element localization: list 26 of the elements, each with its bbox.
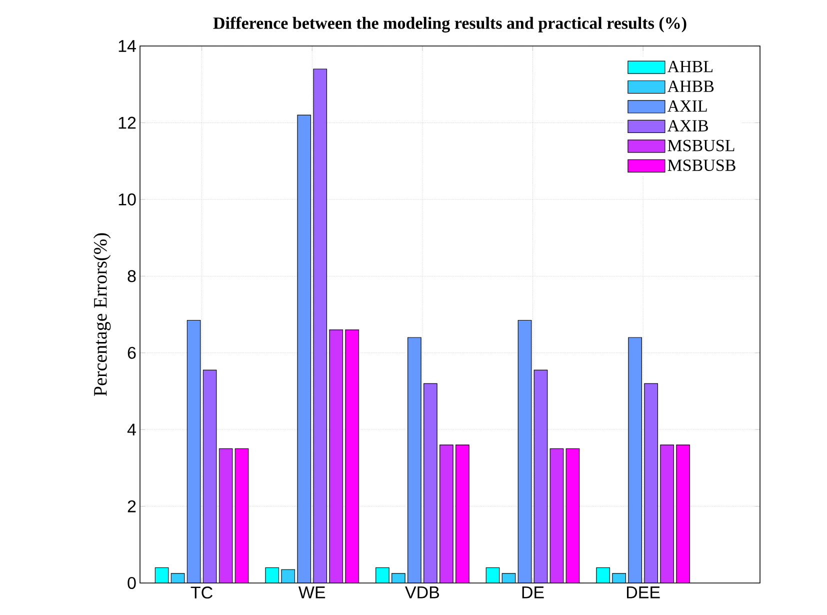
bar [345,330,360,583]
y-tick-label: 10 [118,193,136,206]
legend-label: AXIB [667,120,708,132]
bar [566,448,580,583]
y-tick-label: 2 [128,500,136,512]
legend-label: MSBUSB [668,160,736,172]
y-tick-label: 12 [118,116,136,129]
y-tick-label: 8 [128,270,136,282]
x-tick-label: WE [298,586,326,598]
legend-label: AHBL [667,60,712,72]
legend-label: AHBB [667,80,714,92]
x-tick-label: DE [522,586,544,598]
x-tick-label: TC [190,586,212,599]
x-tick-label: DEE [626,586,660,598]
x-tick-label: VDB [405,586,440,598]
legend-label: AXIL [667,100,707,112]
y-tick-label: 0 [128,576,136,590]
legend-label: MSBUSL [668,140,734,152]
bar [234,448,249,583]
bar [676,444,690,583]
y-tick-label: 6 [128,346,136,359]
bar [455,444,470,583]
chart-title: Difference between the modeling results and practical results (%) [213,16,686,32]
y-tick-label: 4 [127,424,136,436]
y-axis-title: Percentage Errors(%) [93,233,111,396]
y-tick-label: 14 [118,40,136,52]
